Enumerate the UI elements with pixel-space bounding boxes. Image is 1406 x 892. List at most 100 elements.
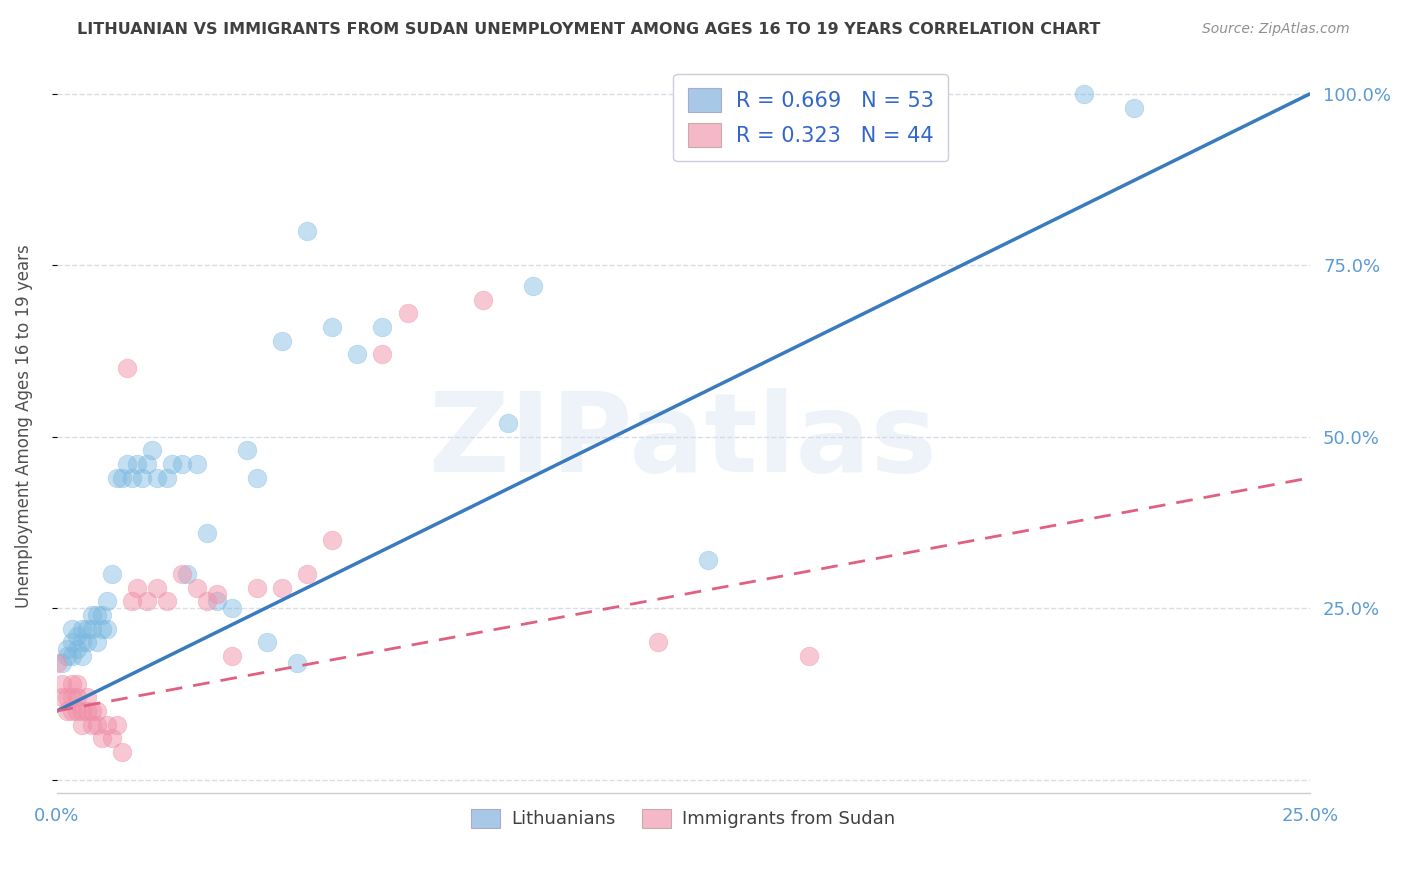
Point bbox=[346, 347, 368, 361]
Point bbox=[70, 649, 93, 664]
Point bbox=[471, 293, 494, 307]
Point bbox=[146, 581, 169, 595]
Point bbox=[66, 642, 89, 657]
Point bbox=[125, 581, 148, 595]
Point bbox=[45, 656, 67, 670]
Point bbox=[396, 306, 419, 320]
Point bbox=[60, 690, 83, 705]
Point bbox=[60, 622, 83, 636]
Point bbox=[76, 704, 98, 718]
Point bbox=[100, 731, 122, 746]
Point bbox=[70, 622, 93, 636]
Point bbox=[86, 635, 108, 649]
Point bbox=[105, 471, 128, 485]
Point bbox=[115, 361, 138, 376]
Point bbox=[297, 566, 319, 581]
Point bbox=[221, 649, 243, 664]
Point bbox=[60, 676, 83, 690]
Point bbox=[131, 471, 153, 485]
Point bbox=[66, 676, 89, 690]
Point bbox=[271, 334, 294, 348]
Point bbox=[256, 635, 278, 649]
Point bbox=[90, 731, 112, 746]
Point bbox=[96, 718, 118, 732]
Point bbox=[797, 649, 820, 664]
Text: LITHUANIAN VS IMMIGRANTS FROM SUDAN UNEMPLOYMENT AMONG AGES 16 TO 19 YEARS CORRE: LITHUANIAN VS IMMIGRANTS FROM SUDAN UNEM… bbox=[77, 22, 1101, 37]
Point bbox=[100, 566, 122, 581]
Point bbox=[146, 471, 169, 485]
Point bbox=[86, 608, 108, 623]
Point bbox=[221, 601, 243, 615]
Point bbox=[51, 656, 73, 670]
Point bbox=[647, 635, 669, 649]
Point bbox=[170, 566, 193, 581]
Point bbox=[60, 704, 83, 718]
Point bbox=[96, 594, 118, 608]
Point bbox=[141, 443, 163, 458]
Point bbox=[236, 443, 259, 458]
Point bbox=[70, 635, 93, 649]
Point bbox=[297, 224, 319, 238]
Point bbox=[105, 718, 128, 732]
Point bbox=[135, 594, 157, 608]
Point bbox=[1123, 101, 1146, 115]
Point bbox=[115, 457, 138, 471]
Point bbox=[55, 642, 77, 657]
Text: Source: ZipAtlas.com: Source: ZipAtlas.com bbox=[1202, 22, 1350, 37]
Point bbox=[90, 622, 112, 636]
Point bbox=[195, 525, 218, 540]
Point bbox=[60, 649, 83, 664]
Point bbox=[121, 471, 143, 485]
Point bbox=[156, 594, 179, 608]
Point bbox=[70, 704, 93, 718]
Point bbox=[66, 690, 89, 705]
Point bbox=[246, 581, 269, 595]
Point bbox=[176, 566, 198, 581]
Point bbox=[1073, 87, 1095, 101]
Point bbox=[86, 718, 108, 732]
Point bbox=[186, 581, 208, 595]
Point bbox=[285, 656, 308, 670]
Point bbox=[195, 594, 218, 608]
Point bbox=[55, 649, 77, 664]
Point bbox=[70, 718, 93, 732]
Point bbox=[125, 457, 148, 471]
Point bbox=[321, 533, 343, 547]
Point bbox=[321, 320, 343, 334]
Point bbox=[55, 704, 77, 718]
Text: ZIPatlas: ZIPatlas bbox=[429, 388, 936, 495]
Point bbox=[246, 471, 269, 485]
Point bbox=[76, 690, 98, 705]
Point bbox=[170, 457, 193, 471]
Point bbox=[76, 635, 98, 649]
Point bbox=[371, 320, 394, 334]
Point bbox=[186, 457, 208, 471]
Point bbox=[111, 745, 134, 759]
Point bbox=[76, 622, 98, 636]
Point bbox=[205, 594, 228, 608]
Point bbox=[371, 347, 394, 361]
Point bbox=[121, 594, 143, 608]
Point bbox=[90, 608, 112, 623]
Y-axis label: Unemployment Among Ages 16 to 19 years: Unemployment Among Ages 16 to 19 years bbox=[15, 244, 32, 608]
Point bbox=[66, 629, 89, 643]
Point bbox=[80, 704, 103, 718]
Point bbox=[271, 581, 294, 595]
Point bbox=[522, 279, 544, 293]
Point bbox=[160, 457, 183, 471]
Point bbox=[697, 553, 720, 567]
Point bbox=[496, 416, 519, 430]
Point bbox=[111, 471, 134, 485]
Point bbox=[156, 471, 179, 485]
Point bbox=[86, 704, 108, 718]
Legend: Lithuanians, Immigrants from Sudan: Lithuanians, Immigrants from Sudan bbox=[464, 802, 903, 836]
Point bbox=[60, 635, 83, 649]
Point bbox=[55, 690, 77, 705]
Point bbox=[135, 457, 157, 471]
Point bbox=[80, 718, 103, 732]
Point bbox=[66, 704, 89, 718]
Point bbox=[80, 622, 103, 636]
Point bbox=[205, 587, 228, 601]
Point bbox=[51, 690, 73, 705]
Point bbox=[80, 608, 103, 623]
